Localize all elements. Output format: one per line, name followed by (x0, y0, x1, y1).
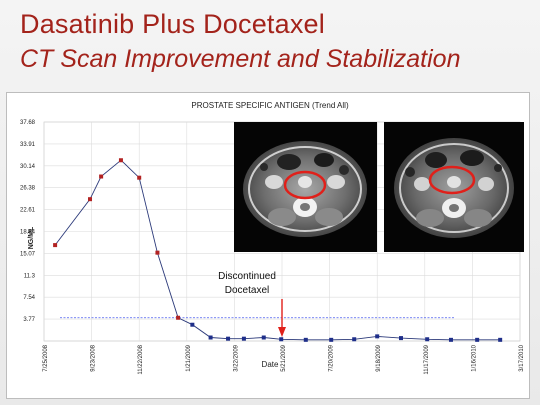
psa-data-point (99, 174, 104, 179)
psa-data-point (137, 175, 142, 180)
ct-scan-before (234, 122, 377, 252)
psa-data-point (190, 322, 195, 327)
psa-data-point (448, 337, 453, 342)
y-tick-label: 15.07 (20, 251, 36, 257)
psa-data-point (329, 337, 334, 342)
psa-data-point (279, 337, 284, 342)
psa-data-point (226, 336, 231, 341)
y-tick-label: 26.38 (20, 186, 36, 192)
y-tick-label: 3.77 (23, 317, 35, 323)
psa-data-point (176, 315, 181, 320)
x-tick-label: 5/21/2009 (281, 344, 287, 371)
psa-data-point (241, 336, 246, 341)
psa-data-point (303, 337, 308, 342)
ct-scan-after (384, 122, 524, 252)
psa-data-point (53, 243, 58, 248)
annotation-line-1: Discontinued (218, 271, 276, 282)
psa-data-point (425, 337, 430, 342)
y-tick-label: 22.61 (20, 208, 36, 214)
x-tick-label: 9/18/2009 (376, 344, 382, 371)
psa-data-point (155, 250, 160, 255)
psa-data-point (498, 337, 503, 342)
slide-title: Dasatinib Plus Docetaxel (20, 9, 325, 39)
x-tick-label: 1/16/2010 (471, 344, 477, 371)
y-tick-label: 7.54 (23, 295, 35, 301)
y-tick-label: 37.68 (20, 120, 36, 126)
y-tick-label: 18.84 (20, 230, 36, 236)
slide-subtitle: CT Scan Improvement and Stabilization (20, 45, 461, 73)
psa-data-point (261, 335, 266, 340)
x-tick-label: 3/22/2009 (233, 344, 239, 371)
annotation-arrow-head (278, 327, 286, 337)
psa-data-point (375, 334, 380, 339)
y-axis-label: NG/ML (28, 226, 35, 249)
psa-data-point (208, 335, 213, 340)
psa-data-point (88, 197, 93, 202)
x-tick-label: 1/21/2009 (186, 344, 192, 371)
psa-data-point (475, 337, 480, 342)
chart-title: PROSTATE SPECIFIC ANTIGEN (Trend All) (191, 101, 349, 110)
y-tick-label: 30.14 (20, 164, 36, 170)
x-tick-label: 7/20/2009 (329, 344, 335, 371)
y-tick-label: 11.3 (24, 273, 36, 279)
x-tick-label: 3/17/2010 (519, 344, 525, 371)
x-tick-label: 11/17/2009 (424, 344, 430, 374)
x-tick-label: 9/23/2008 (91, 344, 97, 371)
x-tick-label: 7/25/2008 (43, 344, 49, 371)
annotation-line-2: Docetaxel (225, 285, 269, 296)
psa-series-line (54, 159, 501, 341)
psa-data-point (352, 337, 357, 342)
psa-data-point (399, 336, 403, 341)
x-tick-label: 11/22/2008 (138, 344, 144, 374)
x-axis-label: Date (262, 360, 279, 369)
y-tick-label: 33.91 (20, 142, 36, 148)
psa-data-point (118, 158, 123, 163)
